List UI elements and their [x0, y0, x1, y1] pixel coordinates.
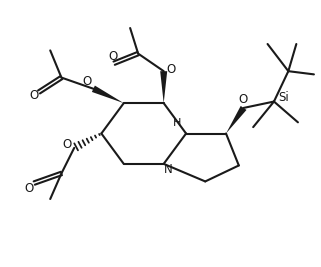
Text: O: O — [166, 63, 175, 76]
Text: Si: Si — [278, 91, 289, 104]
Text: O: O — [25, 182, 34, 195]
Text: O: O — [30, 89, 39, 102]
Polygon shape — [160, 71, 167, 103]
Text: N: N — [163, 163, 172, 176]
Polygon shape — [92, 86, 124, 103]
Text: O: O — [108, 50, 117, 63]
Text: O: O — [63, 138, 72, 151]
Polygon shape — [226, 106, 247, 134]
Text: O: O — [238, 93, 247, 107]
Text: O: O — [82, 75, 91, 88]
Text: H: H — [173, 118, 181, 128]
